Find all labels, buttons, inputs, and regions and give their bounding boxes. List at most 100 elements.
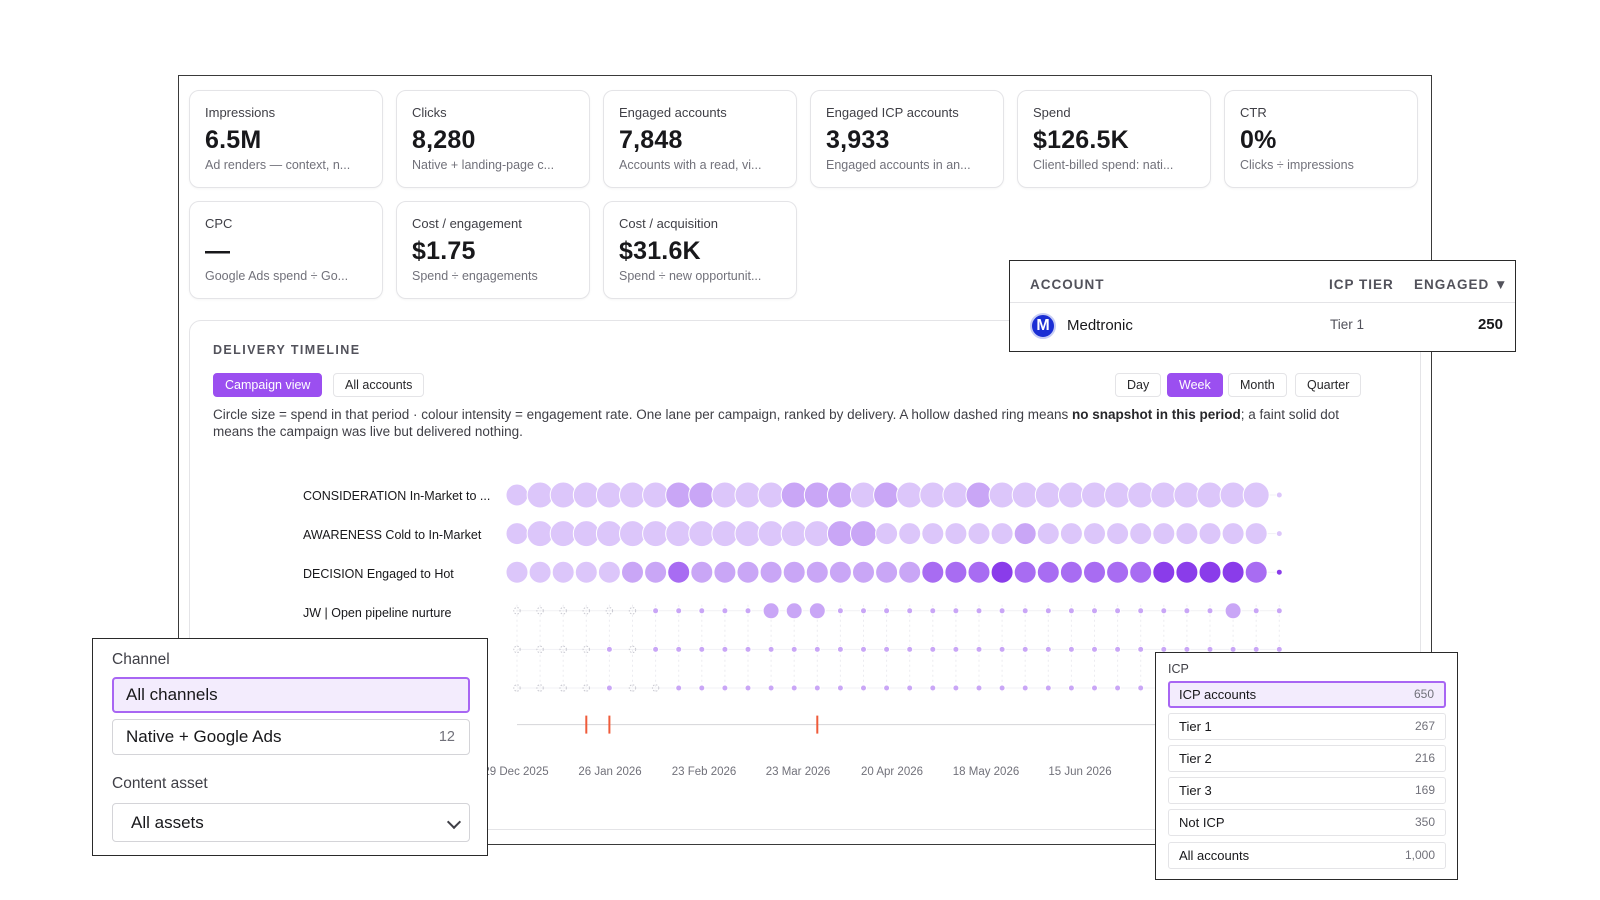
delivery-bubble[interactable] <box>852 560 875 584</box>
icp-option-icp-accounts[interactable]: ICP accounts 650 <box>1168 681 1446 708</box>
delivery-bubble[interactable] <box>698 684 706 692</box>
delivery-bubble[interactable] <box>906 684 914 692</box>
delivery-bubble[interactable] <box>1114 645 1122 653</box>
delivery-bubble[interactable] <box>965 481 993 509</box>
delivery-bubble[interactable] <box>1275 530 1283 538</box>
delivery-bubble[interactable] <box>919 481 947 509</box>
icp-option-tier-1[interactable]: Tier 1 267 <box>1168 713 1446 740</box>
delivery-bubble[interactable] <box>690 560 714 584</box>
delivery-bubble[interactable] <box>1137 607 1145 615</box>
delivery-bubble[interactable] <box>803 520 831 548</box>
delivery-bubble[interactable] <box>597 560 621 584</box>
delivery-bubble[interactable] <box>652 607 660 615</box>
delivery-bubble[interactable] <box>896 481 924 509</box>
no-snapshot-ring[interactable] <box>536 607 544 615</box>
delivery-bubble[interactable] <box>698 607 706 615</box>
granularity-month-button[interactable]: Month <box>1228 373 1287 397</box>
delivery-bubble[interactable] <box>1034 481 1062 509</box>
icp-option-all-accounts[interactable]: All accounts 1,000 <box>1168 842 1446 869</box>
delivery-bubble[interactable] <box>1244 560 1268 584</box>
delivery-bubble[interactable] <box>736 560 760 584</box>
delivery-bubble[interactable] <box>1044 645 1052 653</box>
delivery-bubble[interactable] <box>1067 607 1075 615</box>
delivery-bubble[interactable] <box>744 684 752 692</box>
delivery-bubble[interactable] <box>744 645 752 653</box>
delivery-bubble[interactable] <box>665 520 693 548</box>
no-snapshot-ring[interactable] <box>559 684 567 692</box>
delivery-bubble[interactable] <box>528 560 552 584</box>
kpi-ctr[interactable]: CTR 0% Clicks ÷ impressions <box>1224 90 1418 188</box>
delivery-bubble[interactable] <box>860 684 867 692</box>
delivery-bubble[interactable] <box>595 481 623 509</box>
delivery-bubble[interactable] <box>1160 607 1168 615</box>
delivery-bubble[interactable] <box>850 481 877 509</box>
delivery-bubble[interactable] <box>898 522 922 546</box>
granularity-day-button[interactable]: Day <box>1115 373 1162 397</box>
no-snapshot-ring[interactable] <box>513 607 521 615</box>
delivery-bubble[interactable] <box>688 481 716 509</box>
delivery-bubble[interactable] <box>921 560 945 584</box>
delivery-bubble[interactable] <box>1114 607 1122 615</box>
delivery-bubble[interactable] <box>898 560 922 584</box>
kpi-impressions[interactable]: Impressions 6.5M Ad renders — context, n… <box>189 90 383 188</box>
delivery-bubble[interactable] <box>790 645 798 653</box>
delivery-bubble[interactable] <box>929 645 937 653</box>
delivery-bubble[interactable] <box>1219 481 1247 509</box>
icp-option-tier-2[interactable]: Tier 2 216 <box>1168 745 1446 772</box>
delivery-bubble[interactable] <box>549 520 577 548</box>
delivery-bubble[interactable] <box>713 560 737 584</box>
delivery-bubble[interactable] <box>990 560 1014 584</box>
delivery-bubble[interactable] <box>605 684 613 692</box>
delivery-bubble[interactable] <box>1198 522 1222 546</box>
kpi-cpc[interactable]: CPC — Google Ads spend ÷ Go... <box>189 201 383 299</box>
delivery-bubble[interactable] <box>619 520 646 548</box>
delivery-bubble[interactable] <box>1242 481 1270 509</box>
delivery-bubble[interactable] <box>1044 607 1052 615</box>
delivery-bubble[interactable] <box>505 483 529 507</box>
delivery-bubble[interactable] <box>721 607 729 615</box>
delivery-bubble[interactable] <box>780 520 808 548</box>
delivery-bubble[interactable] <box>1021 684 1029 692</box>
delivery-bubble[interactable] <box>1091 645 1098 653</box>
delivery-bubble[interactable] <box>574 560 598 584</box>
delivery-bubble[interactable] <box>744 607 752 615</box>
delivery-bubble[interactable] <box>734 520 762 548</box>
delivery-bubble[interactable] <box>1196 481 1224 509</box>
delivery-bubble[interactable] <box>675 645 683 653</box>
delivery-bubble[interactable] <box>942 481 970 509</box>
engaged-column-header[interactable]: ENGAGED ▼ <box>1414 277 1509 292</box>
delivery-bubble[interactable] <box>675 684 683 692</box>
delivery-bubble[interactable] <box>1083 522 1106 546</box>
delivery-bubble[interactable] <box>605 645 613 653</box>
delivery-bubble[interactable] <box>572 520 600 548</box>
delivery-bubble[interactable] <box>1044 684 1052 692</box>
delivery-bubble[interactable] <box>1059 560 1083 584</box>
delivery-bubble[interactable] <box>929 607 937 615</box>
delivery-bubble[interactable] <box>803 481 831 509</box>
delivery-bubble[interactable] <box>921 522 945 546</box>
delivery-bubble[interactable] <box>1175 522 1199 546</box>
account-column-header[interactable]: ACCOUNT <box>1030 277 1105 292</box>
delivery-bubble[interactable] <box>1091 684 1098 692</box>
delivery-bubble[interactable] <box>883 607 891 615</box>
delivery-bubble[interactable] <box>757 481 785 509</box>
delivery-bubble[interactable] <box>688 520 716 548</box>
delivery-bubble[interactable] <box>721 645 729 653</box>
granularity-week-button[interactable]: Week <box>1167 373 1223 397</box>
delivery-bubble[interactable] <box>1252 607 1260 615</box>
delivery-bubble[interactable] <box>1275 568 1283 576</box>
delivery-bubble[interactable] <box>767 645 775 653</box>
delivery-bubble[interactable] <box>711 481 739 509</box>
kpi-engaged-accounts[interactable]: Engaged accounts 7,848 Accounts with a r… <box>603 90 797 188</box>
delivery-bubble[interactable] <box>826 481 854 509</box>
delivery-bubble[interactable] <box>1067 645 1075 653</box>
no-snapshot-ring[interactable] <box>559 607 567 615</box>
delivery-bubble[interactable] <box>998 684 1006 692</box>
delivery-bubble[interactable] <box>595 520 623 548</box>
kpi-cost-per-engagement[interactable]: Cost / engagement $1.75 Spend ÷ engageme… <box>396 201 590 299</box>
delivery-bubble[interactable] <box>1013 560 1037 584</box>
delivery-bubble[interactable] <box>883 645 891 653</box>
delivery-bubble[interactable] <box>642 481 670 509</box>
delivery-bubble[interactable] <box>551 560 575 584</box>
delivery-bubble[interactable] <box>1206 607 1214 615</box>
